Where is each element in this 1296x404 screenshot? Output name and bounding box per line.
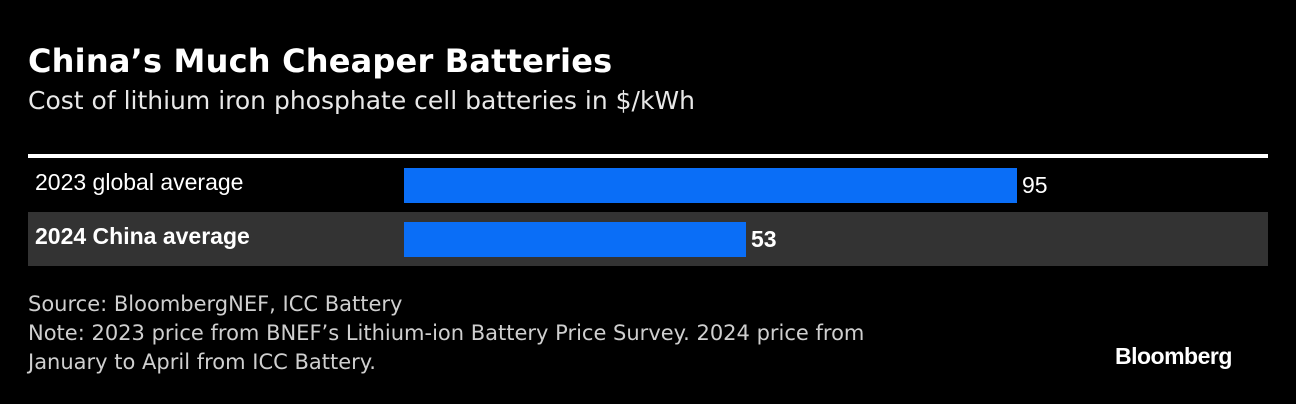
note-text-2: January to April from ICC Battery.	[28, 350, 376, 374]
bar-row: 2024 China average 53	[28, 212, 1268, 266]
value-label: 95	[1022, 172, 1048, 198]
category-label: 2024 China average	[35, 223, 250, 249]
bar	[404, 222, 746, 257]
chart-subtitle: Cost of lithium iron phosphate cell batt…	[28, 86, 695, 115]
note-text-1: Note: 2023 price from BNEF’s Lithium-ion…	[28, 321, 865, 345]
footnotes: Source: BloombergNEF, ICC Battery Note: …	[28, 290, 864, 377]
bloomberg-logo: Bloomberg	[1115, 343, 1232, 369]
bar	[404, 168, 1017, 203]
source-text: Source: BloombergNEF, ICC Battery	[28, 292, 403, 316]
chart-title: China’s Much Cheaper Batteries	[28, 42, 613, 80]
top-rule	[28, 154, 1268, 158]
category-label: 2023 global average	[35, 169, 244, 195]
bar-row: 2023 global average 95	[28, 158, 1268, 212]
value-label: 53	[750, 226, 777, 252]
